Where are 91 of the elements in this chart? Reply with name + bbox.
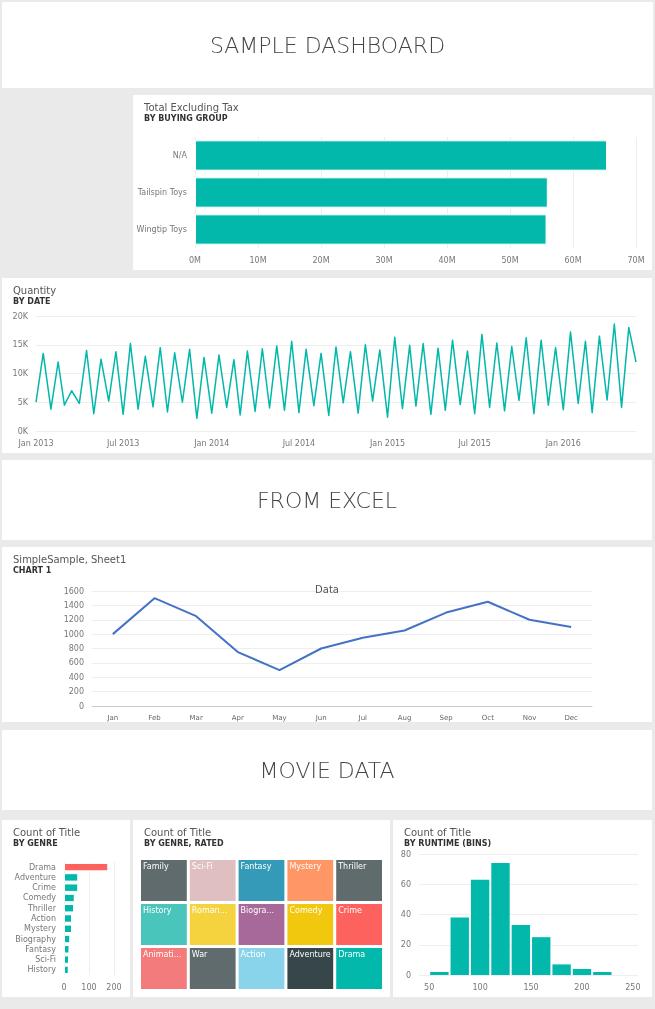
chart-subtitle: CHART 1 bbox=[13, 565, 52, 575]
y-tick-label: 60 bbox=[400, 879, 411, 889]
x-tick-label: 100 bbox=[472, 982, 488, 992]
line-series bbox=[35, 323, 637, 420]
x-tick-label: Jul 2013 bbox=[105, 438, 140, 448]
x-tick-label: 30M bbox=[375, 255, 393, 265]
y-tick-label: 20 bbox=[400, 940, 411, 950]
y-tick-label: 1200 bbox=[63, 615, 84, 625]
y-tick-label: Tailspin Toys bbox=[136, 188, 187, 197]
chart-subtitle: BY RUNTIME (BINS) bbox=[404, 838, 492, 848]
y-tick-label: 15K bbox=[12, 340, 29, 350]
bar bbox=[64, 934, 71, 944]
y-tick-label: 40 bbox=[400, 910, 411, 919]
category-label: Family bbox=[143, 861, 170, 871]
category-label: Thriller bbox=[337, 861, 368, 871]
line-series bbox=[111, 597, 573, 672]
y-tick-label: 200 bbox=[68, 687, 84, 697]
x-tick-label: 40M bbox=[438, 255, 456, 265]
x-tick-label: Jan 2016 bbox=[544, 438, 581, 448]
y-tick-label: Action bbox=[30, 914, 56, 923]
category-label: War bbox=[191, 949, 209, 959]
y-tick-label: 1600 bbox=[63, 586, 84, 596]
y-tick-label: Comedy bbox=[22, 893, 57, 903]
x-tick-label: 250 bbox=[625, 982, 641, 992]
x-tick-label: Jan 2014 bbox=[193, 438, 230, 448]
text: MOVIE DATA bbox=[259, 757, 395, 783]
chart-subtitle: BY DATE bbox=[13, 296, 51, 306]
bar bbox=[64, 862, 109, 872]
y-tick-label: Fantasy bbox=[25, 944, 57, 954]
category-label: Biogra... bbox=[240, 905, 275, 915]
x-tick-label: 60M bbox=[564, 255, 582, 265]
bar bbox=[64, 965, 69, 975]
y-tick-label: 0K bbox=[17, 426, 29, 436]
category-label: Action bbox=[240, 949, 266, 959]
x-tick-label: 100 bbox=[81, 982, 97, 992]
y-tick-label: N/A bbox=[172, 151, 188, 160]
x-tick-label: 20M bbox=[312, 255, 330, 265]
y-tick-label: 20K bbox=[12, 311, 29, 321]
category-label: Adventure bbox=[289, 949, 331, 959]
y-tick-label: 600 bbox=[68, 658, 84, 668]
x-tick-label: Jul 2014 bbox=[281, 438, 316, 448]
y-tick-label: Thriller bbox=[26, 903, 57, 913]
x-tick-label: Jul 2015 bbox=[457, 438, 491, 448]
x-tick-label: 50M bbox=[501, 255, 519, 265]
category-label: Comedy bbox=[289, 905, 323, 915]
chart-title: Count of Title bbox=[13, 826, 81, 838]
annotation: Data bbox=[315, 583, 339, 595]
chart-title: Total Excluding Tax bbox=[143, 101, 239, 113]
y-tick-label: 1000 bbox=[63, 629, 84, 639]
y-tick-label: 0 bbox=[405, 970, 411, 980]
y-tick-label: Mystery bbox=[24, 924, 57, 934]
x-tick-label: 50 bbox=[424, 982, 435, 992]
category-label: Fantasy bbox=[240, 861, 272, 871]
category-label: Sci-Fi bbox=[191, 861, 213, 871]
y-tick-label: Biography bbox=[15, 934, 57, 944]
category-label: Drama bbox=[338, 949, 366, 959]
y-tick-label: Sci-Fi bbox=[35, 955, 56, 965]
chart-title: Quantity bbox=[13, 284, 57, 296]
y-tick-label: 800 bbox=[68, 644, 84, 653]
y-tick-label: 0 bbox=[78, 701, 84, 711]
y-tick-label: 80 bbox=[400, 849, 411, 859]
y-tick-label: Drama bbox=[28, 862, 57, 872]
y-tick-label: Crime bbox=[32, 883, 57, 893]
x-tick-label: 70M bbox=[627, 255, 645, 265]
bar bbox=[64, 893, 75, 903]
x-tick-label: 200 bbox=[574, 982, 590, 992]
category-label: Crime bbox=[338, 905, 363, 915]
y-tick-label: 400 bbox=[68, 672, 84, 682]
y-tick-label: 1400 bbox=[63, 600, 84, 610]
x-tick-label: 0M bbox=[189, 255, 202, 265]
chart-subtitle: BY GENRE bbox=[13, 838, 58, 848]
y-tick-label: 10K bbox=[12, 369, 29, 378]
x-tick-label: Jan 2015 bbox=[368, 438, 406, 448]
y-tick-label: Adventure bbox=[14, 872, 57, 882]
x-tick-label: 150 bbox=[523, 982, 539, 992]
text: FROM EXCEL bbox=[256, 487, 398, 513]
text: SAMPLE DASHBOARD bbox=[209, 32, 446, 58]
chart-title: SimpleSample, Sheet1 bbox=[13, 553, 127, 565]
x-tick-label: 10M bbox=[249, 255, 267, 265]
y-tick-label: History bbox=[27, 965, 57, 975]
text: BY GENRE, RATED bbox=[144, 838, 225, 848]
chart-title: Count of Title bbox=[404, 826, 472, 838]
x-tick-label: Jan 2013 bbox=[17, 438, 54, 448]
category-label: Animati... bbox=[143, 949, 182, 959]
y-tick-label: 5K bbox=[17, 397, 29, 407]
x-tick-label: 200 bbox=[106, 982, 122, 992]
text: Count of Title bbox=[144, 826, 212, 838]
y-tick-label: Wingtip Toys bbox=[136, 225, 187, 234]
category-label: Mystery bbox=[289, 861, 322, 871]
chart-subtitle: BY BUYING GROUP bbox=[144, 113, 228, 123]
category-label: Roman... bbox=[191, 905, 228, 915]
